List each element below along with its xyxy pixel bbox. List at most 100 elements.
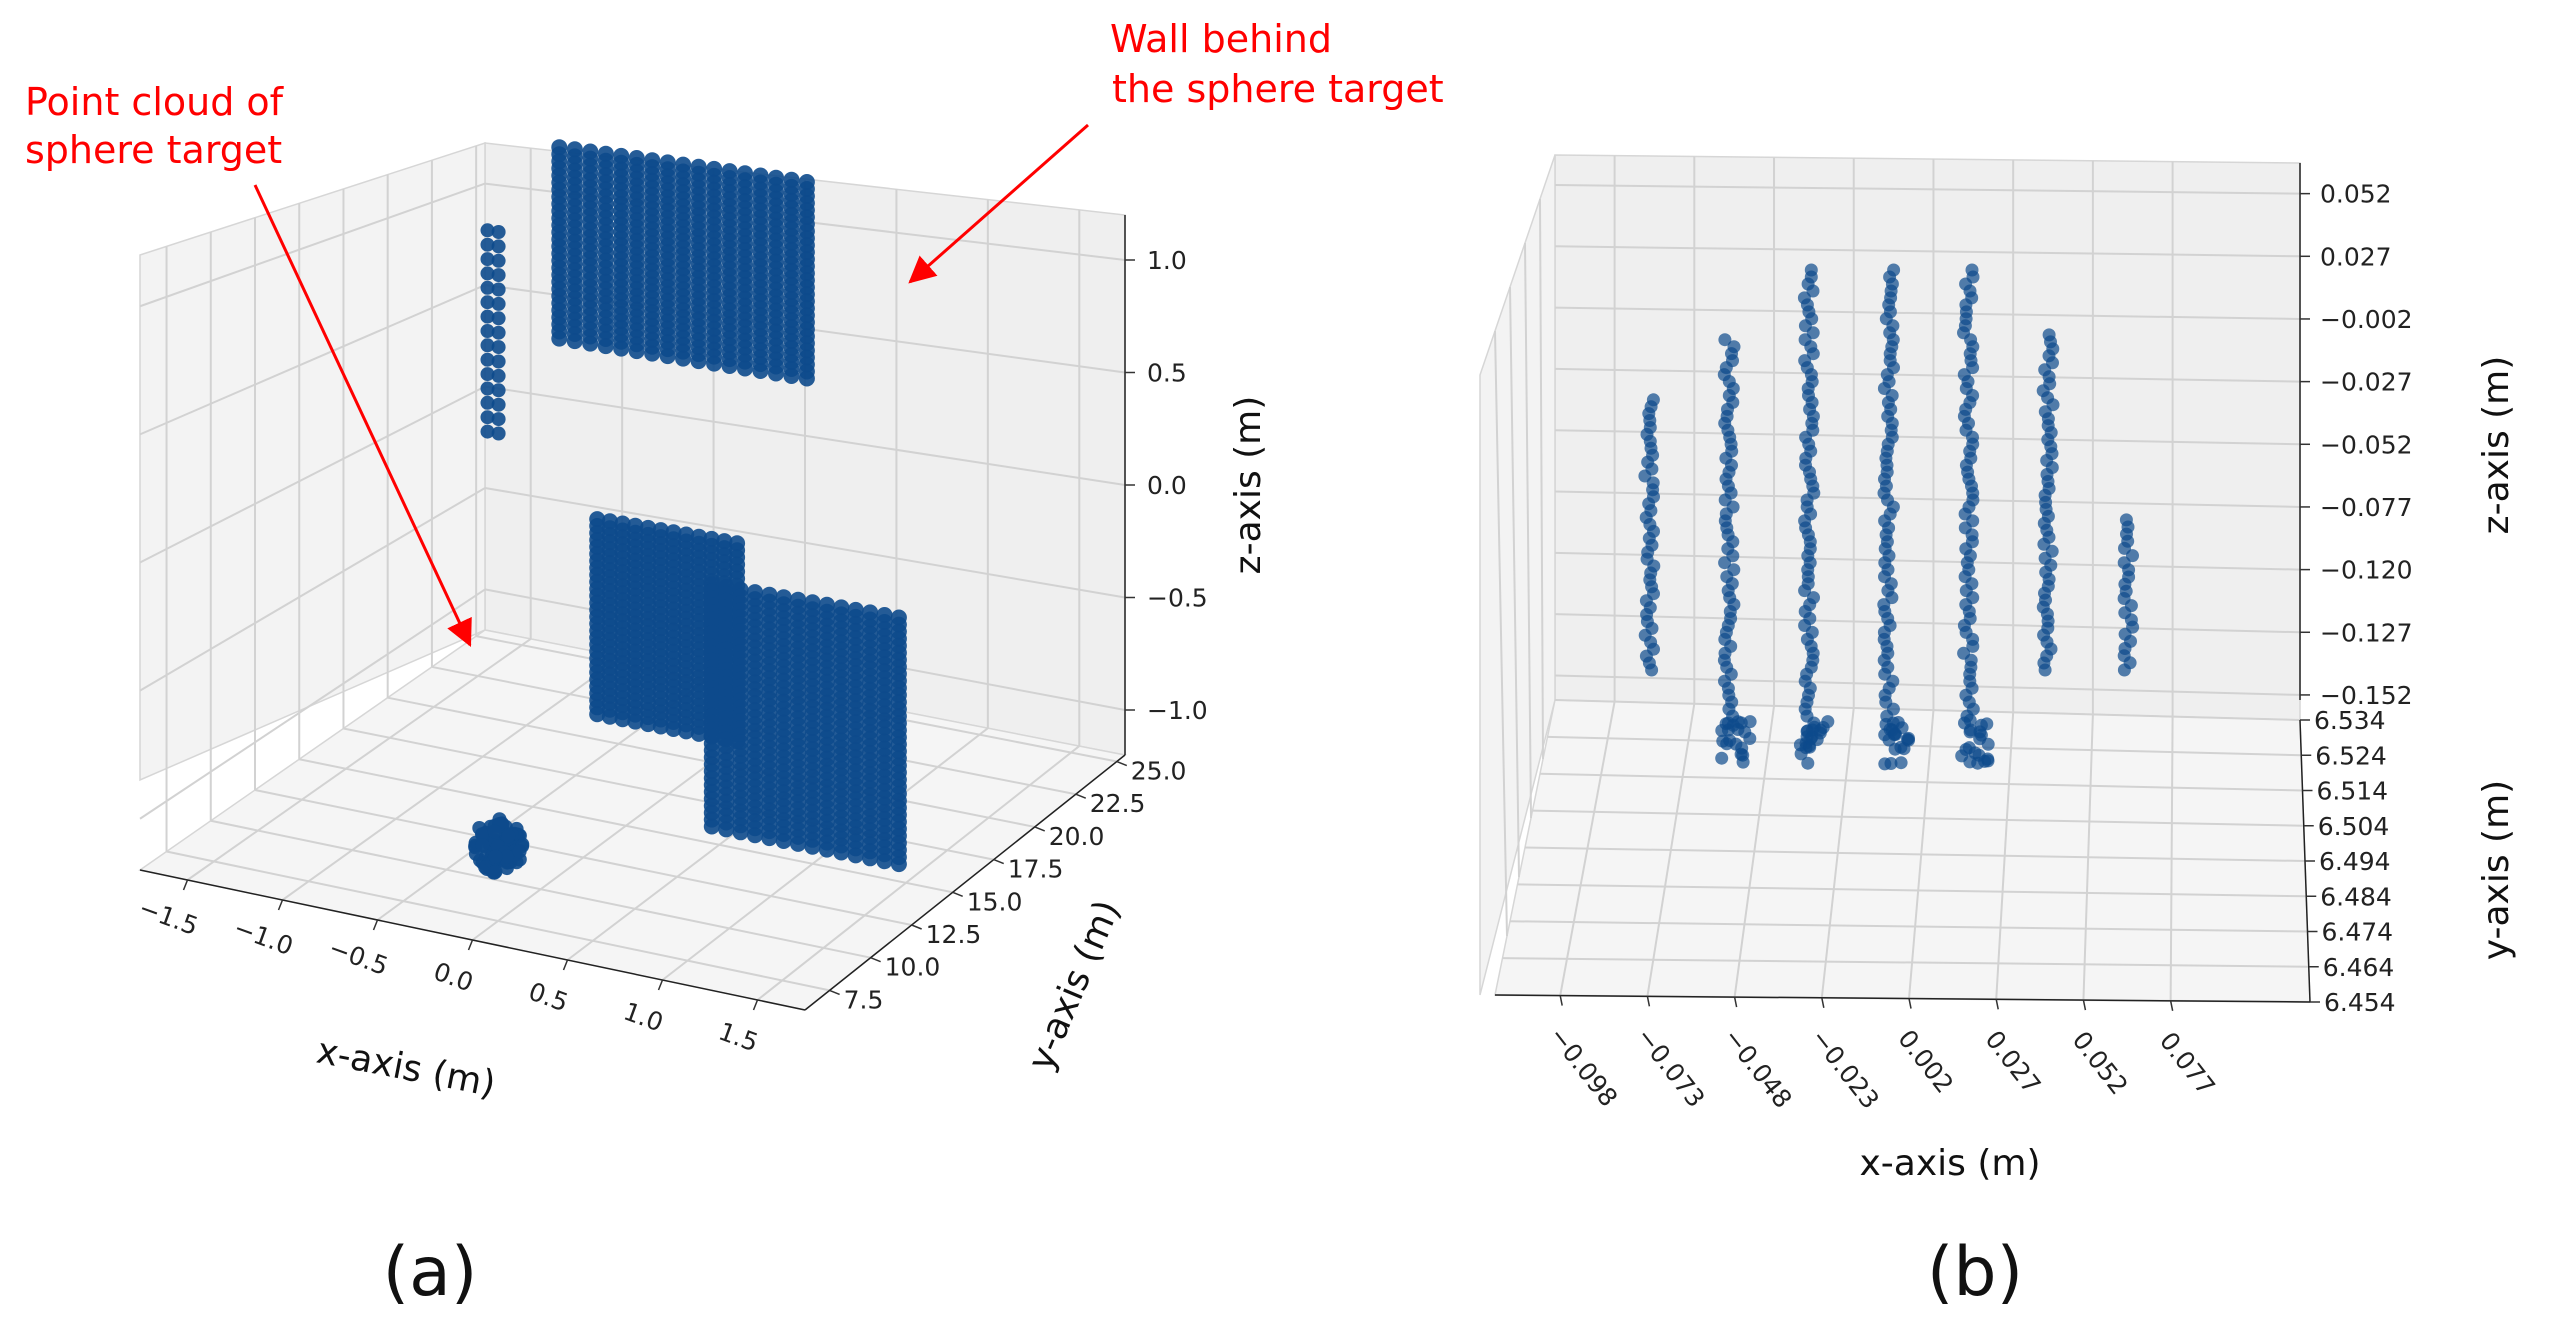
chart-b-point	[1981, 752, 1995, 766]
chart-a-point	[644, 345, 661, 362]
chart-b-point	[1718, 556, 1732, 570]
chart-a-wall-column	[675, 156, 692, 367]
chart-b-point	[1959, 743, 1973, 756]
chart-a-point	[752, 363, 769, 379]
chart-a-point	[640, 716, 657, 733]
chart-a-point	[491, 239, 506, 254]
chart-a-wall-column	[690, 528, 707, 742]
chart-a-point	[491, 397, 506, 412]
chart-a-gridline-x	[756, 745, 1080, 1001]
chart-b-y-tick-label: 6.534	[2314, 706, 2386, 735]
chart-b-x-tick-label: −0.073	[1631, 1022, 1711, 1113]
chart-a-gridline-z	[139, 588, 486, 820]
chart-a-gridlines	[139, 145, 1126, 1001]
chart-b-point	[1715, 751, 1729, 765]
chart-a-y-tick-label: 10.0	[885, 953, 941, 982]
chart-b-x-tick-label: −0.048	[1718, 1023, 1798, 1114]
annotation-sphere-line-1: Point cloud of	[25, 80, 285, 124]
chart-a-wall-column	[703, 576, 720, 835]
chart-a-point	[737, 360, 753, 377]
chart-a-point	[628, 343, 645, 360]
annotation-wall-line-1: Wall behind	[1110, 17, 1332, 61]
chart-b-point	[1821, 715, 1835, 729]
chart-a-wall-column	[601, 513, 618, 725]
chart-b-point	[1963, 713, 1977, 727]
chart-a-wall-column	[833, 599, 850, 861]
chart-b-point-column	[2117, 513, 2140, 677]
chart-a-point	[491, 311, 506, 326]
chart-a-x-tick-label: 0.0	[430, 957, 477, 998]
chart-a-point	[480, 410, 495, 425]
annotation-wall-arrow	[908, 123, 1089, 284]
chart-a-wall-column	[798, 174, 815, 387]
chart-b-x-tick-label: 0.077	[2154, 1027, 2221, 1101]
chart-a-y-tick-label: 25.0	[1131, 757, 1187, 786]
chart-a-x-tick-mark	[372, 919, 379, 931]
chart-b-y-tick-label: 6.504	[2318, 812, 2390, 841]
chart-b-point-column	[1715, 333, 1757, 769]
chart-b-point-column	[1793, 263, 1835, 770]
chart-a-wall-column	[761, 586, 778, 847]
annotation-sphere: Point cloud of sphere target	[25, 80, 285, 172]
chart-a-y-axis-line	[804, 754, 1126, 1011]
chart-b-x-tick-mark	[2169, 1000, 2174, 1011]
chart-a-point	[480, 395, 495, 410]
chart-a-point	[491, 225, 506, 239]
chart-a-wall-cluster	[480, 223, 506, 441]
chart-a-points	[468, 139, 907, 880]
chart-a-point	[589, 706, 606, 723]
chart-a-point	[480, 280, 495, 295]
chart-a-wall-column	[706, 160, 723, 372]
chart-b-gridline-y	[1524, 242, 1532, 819]
chart-a-point	[818, 841, 835, 858]
chart-b-point	[1897, 742, 1911, 756]
chart-a-point	[804, 838, 821, 855]
panel-label-a: (a)	[383, 1233, 478, 1312]
chart-b-gridline-z	[1554, 490, 2301, 508]
chart-a-point	[627, 713, 644, 730]
chart-b-point	[1726, 718, 1740, 732]
chart-a-point	[862, 850, 879, 867]
chart-a-point	[678, 723, 695, 740]
chart-a-y-tick-mark	[1075, 793, 1087, 799]
chart-a-y-tick-mark	[1034, 826, 1046, 832]
chart-a-gridline-z	[484, 385, 1126, 486]
chart-a-wall-column	[890, 609, 907, 873]
chart-a-wall-column	[659, 154, 676, 365]
chart-a-point	[613, 340, 630, 357]
chart-a-point	[775, 833, 792, 849]
chart-b-point	[1971, 756, 1985, 770]
chart-a-point	[690, 725, 707, 742]
annotation-sphere-arrow	[253, 184, 472, 648]
chart-b-point	[1801, 756, 1815, 770]
chart-a-y-tick-mark	[870, 956, 881, 963]
chart-a-point	[501, 829, 516, 844]
chart-a-wall-column	[589, 511, 606, 723]
chart-a: −1.5 −1.0 −0.5 0.0 0.5 1.0 1.5 7.510.0 12.5 15.0 1…	[25, 17, 1444, 1312]
chart-a-gridline-z	[139, 385, 486, 564]
chart-a-point	[703, 818, 720, 835]
chart-b-point	[1645, 663, 1659, 677]
chart-b-gridline-z	[1554, 245, 2301, 258]
chart-b-z-tick-label: −0.052	[2320, 430, 2413, 459]
chart-a-point	[488, 849, 503, 864]
chart-a-y-tick-label: 17.5	[1008, 855, 1064, 884]
chart-a-point	[480, 237, 495, 252]
chart-a-wall-column	[665, 524, 682, 737]
chart-a-gridline-x	[186, 638, 532, 881]
chart-a-point	[721, 358, 738, 374]
chart-b-x-axis-line	[1494, 994, 2311, 1003]
chart-b-gridline-y	[1517, 883, 2307, 898]
chart-b-gridline-z	[1554, 306, 2301, 320]
chart-a-point	[675, 350, 692, 367]
chart-a-point	[551, 330, 568, 347]
chart-b-ylabel: y-axis (m)	[2476, 780, 2517, 960]
chart-a-wall-column	[640, 519, 657, 733]
chart-a-y-tick-mark	[993, 858, 1004, 865]
chart-a-wall-column	[652, 522, 669, 735]
chart-a-point	[480, 295, 495, 310]
chart-a-gridline-y	[210, 819, 871, 959]
chart-b-x-tick-mark	[1821, 997, 1825, 1008]
chart-a-point	[500, 849, 515, 864]
chart-a-point	[480, 223, 495, 238]
